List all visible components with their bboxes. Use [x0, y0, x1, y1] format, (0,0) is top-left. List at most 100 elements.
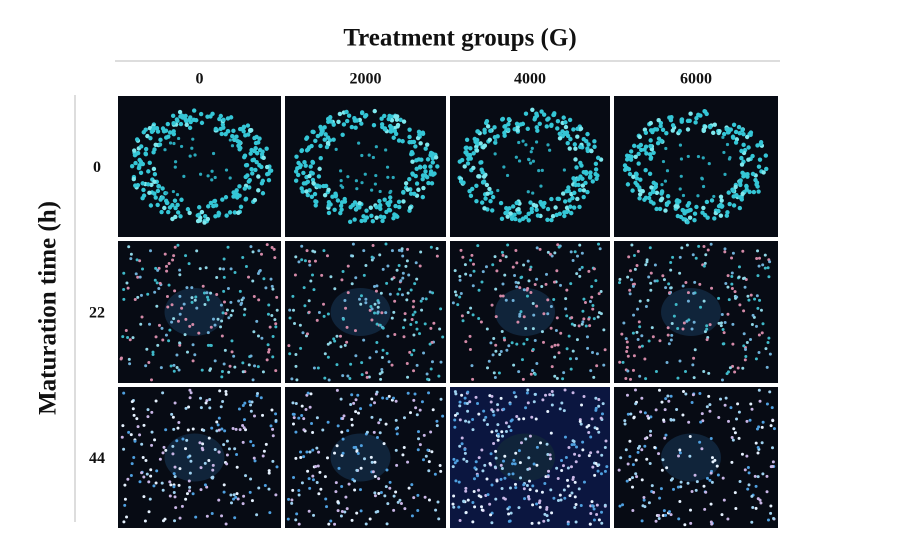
cell-dot — [665, 466, 669, 470]
cell-dot — [327, 378, 331, 382]
cell-dot — [257, 147, 263, 153]
cell-dot — [680, 246, 684, 250]
cell-dot — [485, 191, 490, 196]
cell-dot — [364, 522, 368, 526]
cell-dot — [681, 193, 686, 198]
cell-dot — [123, 497, 127, 501]
cell-dot — [138, 170, 144, 175]
cell-dot — [764, 166, 769, 172]
cell-dot — [150, 443, 154, 447]
cell-dot — [391, 135, 396, 140]
cell-dot — [505, 348, 509, 352]
cell-dot — [756, 164, 762, 169]
cell-dot — [313, 203, 318, 208]
cell-dot — [643, 444, 647, 448]
cell-dot — [386, 175, 390, 179]
cell-dot — [600, 510, 604, 514]
cell-dot — [164, 264, 168, 268]
cell-dot — [373, 182, 377, 186]
cell-dot — [267, 348, 271, 352]
cell-dot — [499, 463, 503, 467]
cell-dot — [581, 188, 587, 193]
cell-dot — [191, 322, 195, 326]
cell-dot — [206, 295, 210, 299]
cell-dot — [512, 391, 516, 395]
cell-dot — [360, 153, 364, 158]
cell-dot — [414, 320, 418, 324]
cell-dot — [152, 179, 157, 184]
cell-dot — [264, 286, 268, 290]
cell-dot — [710, 522, 714, 526]
cell-dot — [705, 324, 709, 328]
cell-dot — [569, 465, 573, 469]
cell-dot — [326, 312, 330, 316]
cell-dot — [380, 355, 384, 359]
cell-dot — [270, 408, 274, 412]
cell-dot — [736, 402, 740, 406]
cell-dot — [316, 464, 320, 468]
cell-dot — [185, 350, 189, 354]
cell-dot — [170, 412, 174, 416]
cell-dot — [685, 219, 690, 225]
cell-dot — [726, 190, 731, 195]
cell-dot — [122, 447, 126, 451]
cell-dot — [721, 328, 725, 332]
cell-dot — [654, 370, 658, 374]
cell-dot — [381, 348, 385, 352]
cell-dot — [633, 267, 637, 271]
cell-dot — [663, 208, 668, 213]
cell-dot — [335, 388, 339, 392]
cell-dot — [771, 460, 775, 464]
cell-dot — [213, 126, 218, 132]
cell-dot — [546, 410, 550, 414]
cell-dot — [648, 462, 652, 466]
cell-dot — [335, 334, 339, 338]
cell-dot — [672, 314, 676, 318]
cell-dot — [194, 295, 198, 299]
cell-dot — [451, 502, 455, 506]
cell-dot — [471, 520, 475, 524]
cell-dot — [555, 376, 559, 380]
cell-dot — [249, 477, 253, 481]
cell-dot — [458, 295, 462, 299]
micrograph — [118, 96, 281, 237]
cell-dot — [535, 502, 539, 506]
cell-dot — [359, 121, 364, 126]
cell-dot — [429, 326, 433, 330]
cell-dot — [473, 139, 478, 144]
cell-dot — [232, 497, 236, 501]
cell-dot — [171, 131, 177, 137]
cell-dot — [206, 298, 210, 302]
cell-dot — [138, 433, 142, 437]
cell-dot — [300, 404, 304, 408]
cell-dot — [353, 329, 357, 333]
cell-dot — [359, 466, 363, 470]
cell-dot — [394, 448, 398, 452]
cell-dot — [681, 327, 685, 331]
cell-dot — [535, 246, 539, 250]
cell-dot — [222, 483, 226, 487]
cell-dot — [256, 365, 260, 369]
cell-dot — [545, 272, 549, 276]
cell-dot — [514, 155, 518, 159]
cell-dot — [127, 357, 131, 361]
cell-dot — [453, 269, 457, 273]
cell-dot — [199, 406, 203, 410]
cell-dot — [583, 180, 588, 186]
cell-dot — [237, 139, 242, 145]
cell-dot — [500, 250, 504, 254]
cell-dot — [476, 174, 481, 179]
cell-dot — [188, 388, 192, 392]
cell-dot — [484, 265, 488, 269]
cell-dot — [759, 308, 763, 312]
cell-dot — [507, 512, 511, 516]
cell-dot — [582, 480, 586, 484]
cell-dot — [229, 267, 233, 271]
cell-dot — [222, 267, 226, 271]
cell-dot — [172, 427, 176, 431]
cell-dot — [693, 348, 697, 352]
cell-dot — [709, 242, 713, 246]
cell-dot — [243, 196, 249, 201]
cell-dot — [765, 365, 769, 369]
cell-dot — [172, 198, 178, 203]
